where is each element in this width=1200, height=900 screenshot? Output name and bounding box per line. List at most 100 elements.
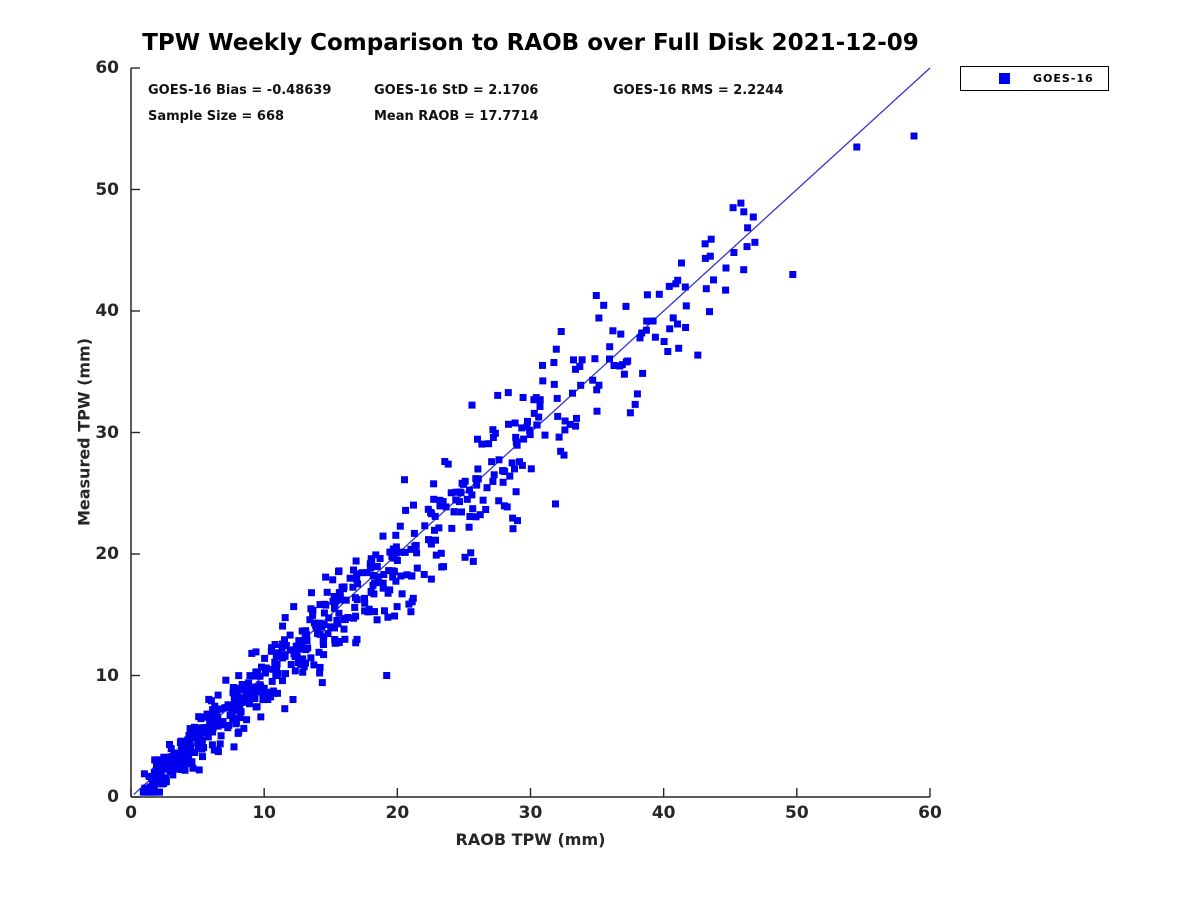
data-point [489, 477, 497, 485]
data-point [150, 768, 158, 776]
data-point [300, 663, 308, 671]
data-point [593, 386, 601, 394]
data-point [476, 511, 484, 519]
data-point [282, 670, 289, 678]
data-point [660, 338, 668, 345]
data-point [184, 736, 192, 744]
data-point [710, 276, 717, 284]
data-point [188, 758, 196, 766]
y-tick-label: 10 [95, 665, 119, 686]
data-point [369, 572, 377, 579]
data-point [466, 486, 473, 494]
data-point [391, 612, 399, 620]
data-point [210, 746, 218, 754]
data-point [371, 608, 378, 616]
data-point [314, 630, 322, 637]
data-point [364, 608, 372, 616]
data-point [278, 640, 286, 648]
data-point [230, 692, 238, 700]
y-tick-label: 30 [95, 422, 119, 443]
data-point [638, 329, 646, 337]
data-point [618, 361, 626, 369]
data-point [456, 488, 464, 496]
x-tick-label: 0 [125, 803, 137, 823]
data-point [569, 389, 576, 397]
data-point [246, 672, 254, 680]
data-point [278, 644, 286, 652]
data-point [322, 573, 330, 581]
data-point [185, 732, 193, 739]
data-point [320, 609, 328, 617]
data-point [518, 461, 526, 469]
data-point [439, 498, 447, 505]
data-point [379, 579, 387, 587]
data-point [474, 465, 482, 473]
data-point [488, 458, 496, 466]
data-point [224, 701, 232, 709]
legend: GOES-16 [960, 66, 1109, 91]
data-point [379, 532, 387, 540]
data-point [572, 365, 579, 373]
data-point [234, 693, 242, 701]
data-point [410, 501, 417, 509]
data-point [361, 599, 369, 607]
data-point [389, 573, 397, 581]
legend-label: GOES-16 [1033, 72, 1094, 85]
y-tick-label: 40 [95, 301, 119, 321]
data-point [244, 688, 252, 696]
data-point [197, 727, 205, 735]
data-point [201, 729, 209, 737]
y-tick-label: 60 [95, 58, 119, 78]
data-point [642, 326, 650, 334]
data-point [318, 623, 326, 631]
data-point [407, 545, 415, 553]
data-point [335, 589, 343, 597]
data-point [550, 380, 558, 388]
x-tick-label: 40 [651, 803, 676, 823]
data-point [463, 495, 471, 503]
data-point [332, 597, 340, 605]
data-point [409, 594, 417, 602]
data-point [539, 361, 546, 369]
data-point [512, 488, 520, 496]
data-point [173, 760, 181, 768]
data-point [166, 741, 173, 748]
data-point [353, 596, 361, 604]
data-point [396, 522, 404, 530]
data-point [178, 742, 186, 750]
data-point [413, 564, 421, 572]
data-point [553, 394, 561, 402]
data-point [706, 252, 714, 260]
data-point [633, 390, 641, 398]
data-point [384, 589, 392, 597]
data-point [526, 431, 534, 439]
data-point [191, 723, 198, 731]
data-point [246, 700, 253, 708]
data-point [425, 536, 432, 544]
data-point [315, 648, 323, 656]
data-point [495, 497, 503, 505]
data-point [358, 569, 366, 577]
data-point [185, 742, 193, 750]
data-point [257, 713, 265, 721]
data-point [450, 508, 458, 516]
data-point [440, 563, 448, 571]
data-point [682, 302, 690, 310]
data-point [306, 616, 314, 624]
data-point [309, 611, 317, 619]
data-point [381, 607, 388, 615]
data-point [263, 689, 271, 697]
data-point [431, 512, 439, 520]
stat-bias: GOES-16 Bias = -0.48639 [148, 83, 332, 98]
data-point [572, 422, 580, 430]
data-point [533, 421, 541, 429]
data-point [392, 543, 400, 551]
data-point [397, 572, 405, 580]
data-point [310, 661, 318, 669]
data-point [478, 440, 486, 448]
data-point [282, 642, 290, 649]
data-point [316, 663, 324, 671]
data-point [592, 292, 600, 299]
data-point [353, 575, 361, 583]
data-point [722, 286, 730, 294]
